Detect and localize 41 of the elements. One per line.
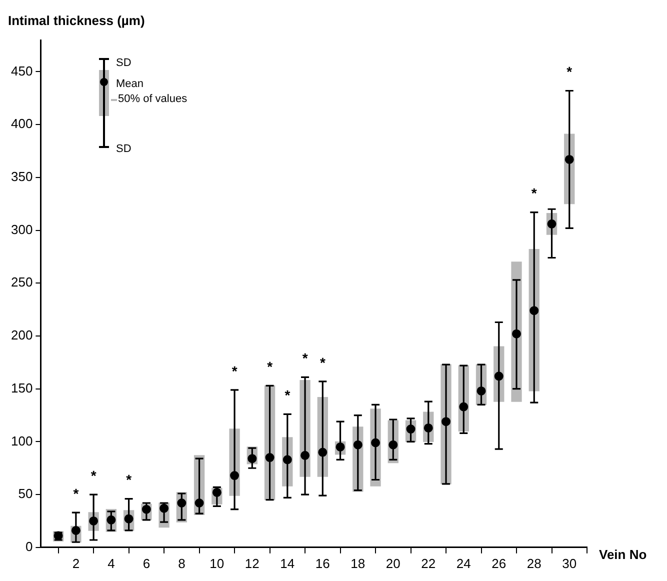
annotation: SD xyxy=(116,143,132,155)
y-tick-label: 250 xyxy=(10,274,33,290)
x-tick-label: 2 xyxy=(72,556,80,571)
x-tick-label: 24 xyxy=(456,556,471,571)
annotation: * xyxy=(284,387,291,404)
x-tick-label: 12 xyxy=(244,556,260,571)
y-tick-label: 0 xyxy=(25,538,33,554)
x-tick-label: 30 xyxy=(562,556,577,571)
annotation: * xyxy=(320,354,326,370)
annotation: * xyxy=(232,362,238,379)
x-tick-label: 22 xyxy=(421,556,436,571)
y-tick-label: 300 xyxy=(10,222,33,237)
annotation: * xyxy=(302,350,308,366)
y-axis-title: Intimal thickness (µm) xyxy=(8,13,145,28)
legend-label: 50% of values xyxy=(118,93,188,105)
annotation: * xyxy=(531,185,538,202)
y-tick-label: 400 xyxy=(10,116,33,132)
x-tick-label: 10 xyxy=(210,556,224,571)
x-tick-label: 8 xyxy=(178,556,186,571)
annotation: * xyxy=(73,485,80,502)
y-tick-label: 150 xyxy=(10,380,33,396)
x-tick-label: 16 xyxy=(315,556,330,571)
x-tick-label: 6 xyxy=(142,556,150,571)
annotation: SD xyxy=(116,57,132,69)
y-tick-label: 450 xyxy=(10,63,33,78)
x-tick-label: 28 xyxy=(526,556,542,571)
y-tick-label: 350 xyxy=(10,169,33,184)
x-tick-label: 18 xyxy=(350,556,366,571)
x-tick-label: 4 xyxy=(108,556,115,571)
x-tick-label: 14 xyxy=(280,556,295,571)
x-axis-title: Vein No xyxy=(599,546,647,562)
annotation: * xyxy=(267,358,274,375)
annotation: * xyxy=(126,472,132,488)
y-tick-label: 50 xyxy=(18,486,33,502)
legend-label: Mean xyxy=(116,78,144,90)
annotation: * xyxy=(90,467,97,484)
x-tick-label: 20 xyxy=(386,556,400,571)
x-tick-label: 26 xyxy=(492,556,506,571)
annotation: * xyxy=(566,64,573,80)
y-tick-label: 200 xyxy=(10,328,33,343)
y-tick-label: 100 xyxy=(10,433,33,448)
